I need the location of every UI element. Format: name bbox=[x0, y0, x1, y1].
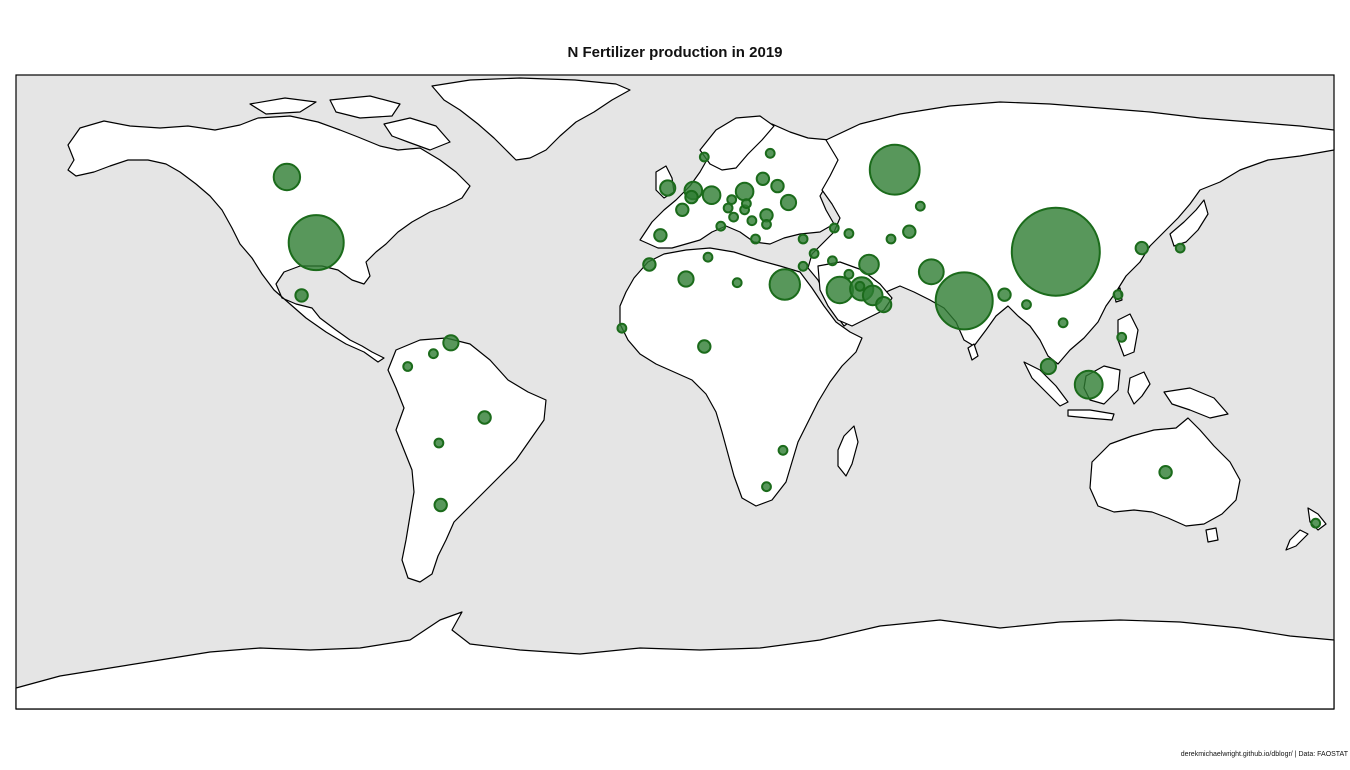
sulawesi bbox=[1127, 371, 1151, 405]
bubble-taiwan bbox=[1112, 289, 1124, 301]
bubble-indonesia bbox=[1073, 369, 1104, 400]
bubble-japan bbox=[1174, 242, 1186, 254]
scandinavia bbox=[699, 115, 775, 171]
sri-lanka bbox=[967, 343, 979, 361]
arctic-island-2 bbox=[249, 97, 317, 115]
tasmania bbox=[1205, 527, 1219, 543]
bubble-norway bbox=[698, 151, 710, 163]
bubble-argentina bbox=[433, 497, 448, 513]
bubble-lithuania bbox=[755, 171, 771, 187]
source-caption: derekmichaelwright.github.io/dblogr/ | D… bbox=[1180, 751, 1348, 758]
baffin-island bbox=[383, 117, 451, 151]
bubble-mexico bbox=[294, 288, 309, 303]
africa-landmass bbox=[619, 247, 863, 507]
bubble-libya bbox=[731, 277, 743, 289]
bubble-slovakia bbox=[741, 198, 752, 210]
bubble-trinidad-and-tobago bbox=[442, 334, 460, 352]
bubble-azerbaijan bbox=[843, 228, 855, 239]
bubble-south-korea bbox=[1134, 240, 1150, 256]
greenland-landmass bbox=[431, 77, 631, 161]
bubble-layer bbox=[272, 143, 1322, 529]
bubble-belarus bbox=[770, 178, 785, 194]
bubble-turkey bbox=[797, 233, 809, 245]
bubble-philippines bbox=[1116, 331, 1128, 343]
bubble-brazil bbox=[477, 410, 492, 425]
bubble-india bbox=[934, 271, 994, 331]
north-america-landmass bbox=[67, 115, 471, 363]
bubble-russia bbox=[868, 143, 921, 196]
antarctica-landmass bbox=[15, 611, 1335, 710]
bubble-vietnam bbox=[1057, 317, 1069, 329]
bubble-usa bbox=[287, 214, 345, 272]
bubble-iraq bbox=[827, 255, 838, 267]
madagascar bbox=[837, 425, 859, 477]
map-title: N Fertilizer production in 2019 bbox=[567, 44, 783, 61]
bubble-zimbabwe bbox=[777, 444, 789, 456]
bubble-tunisia bbox=[702, 251, 714, 263]
bubble-kuwait bbox=[843, 268, 855, 280]
bubble-saudi-arabia bbox=[825, 275, 854, 305]
bubble-czechia bbox=[726, 194, 738, 206]
bubble-uzbekistan bbox=[902, 224, 917, 239]
bubble-pakistan bbox=[917, 258, 945, 286]
arctic-island-1 bbox=[329, 95, 401, 119]
bubble-china bbox=[1010, 206, 1101, 297]
bubble-spain bbox=[653, 228, 668, 243]
bubble-bangladesh bbox=[997, 287, 1012, 302]
bubble-syria bbox=[808, 248, 820, 259]
bubble-bulgaria bbox=[761, 219, 772, 230]
bubble-poland bbox=[734, 181, 755, 202]
new-guinea bbox=[1163, 387, 1229, 419]
bubble-belgium bbox=[684, 189, 699, 205]
bubble-senegal bbox=[616, 322, 628, 334]
bubble-ukraine bbox=[779, 193, 798, 212]
bubble-uk bbox=[659, 179, 677, 197]
bubble-oman bbox=[875, 296, 893, 314]
south-america-landmass bbox=[387, 337, 547, 583]
bubble-algeria bbox=[677, 270, 695, 288]
java bbox=[1067, 409, 1115, 421]
bubble-nigeria bbox=[697, 339, 712, 354]
bubble-israel bbox=[797, 260, 809, 272]
bubble-new-zealand bbox=[1310, 517, 1322, 529]
bubble-myanmar bbox=[1021, 299, 1032, 311]
bubble-greece bbox=[750, 233, 761, 245]
bubble-croatia bbox=[728, 211, 739, 223]
bubble-egypt bbox=[768, 268, 801, 301]
bubble-iran bbox=[858, 253, 880, 276]
bubble-finland bbox=[764, 147, 776, 159]
bubble-australia bbox=[1158, 465, 1173, 480]
bubble-bolivia bbox=[433, 437, 445, 449]
bubble-germany bbox=[701, 185, 722, 205]
bubble-italy bbox=[715, 220, 727, 232]
bubble-canada bbox=[272, 162, 302, 192]
bubble-morocco bbox=[642, 257, 657, 272]
bubble-france bbox=[675, 202, 690, 218]
bubble-bahrain bbox=[854, 280, 866, 292]
bubble-georgia bbox=[828, 222, 840, 234]
bubble-kazakhstan bbox=[914, 200, 926, 212]
bubble-malaysia bbox=[1039, 357, 1058, 376]
bubble-colombia bbox=[402, 361, 414, 372]
bubble-turkmenistan bbox=[885, 233, 897, 245]
bubble-south-africa bbox=[761, 481, 772, 493]
new-zealand-south bbox=[1285, 529, 1309, 551]
bubble-serbia bbox=[746, 215, 758, 227]
bubble-venezuela bbox=[428, 348, 439, 360]
